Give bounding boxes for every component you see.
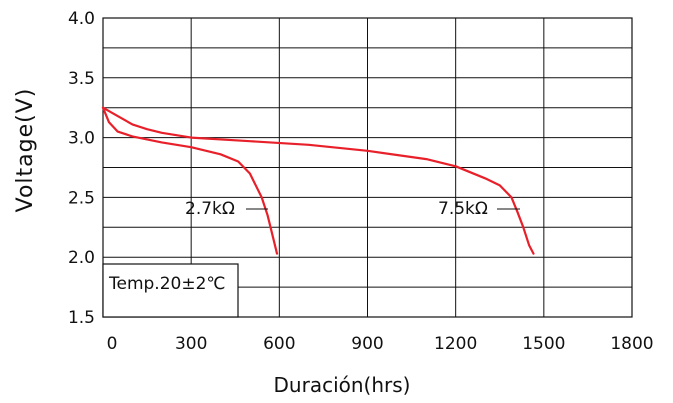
- series-lines: [101, 106, 535, 255]
- grid: [102, 17, 633, 318]
- series-line-2: [101, 106, 535, 255]
- y-axis-title: Voltage(V): [13, 88, 38, 213]
- tick-labels: 1.5 2.0 2.5 3.0 3.5 4.0 0 300 600 900 1200 1500 1800: [68, 9, 654, 354]
- y-tick-label: 4.0: [68, 9, 95, 29]
- y-tick-label: 2.0: [68, 248, 95, 268]
- x-tick-label: 600: [263, 334, 295, 354]
- y-tick-label: 2.5: [68, 188, 95, 208]
- y-tick-label: 3.0: [68, 129, 95, 149]
- x-tick-label: 0: [107, 334, 118, 354]
- temp-label: Temp.20±2℃: [108, 274, 226, 294]
- x-axis-title: Duración(hrs): [274, 373, 411, 397]
- annotations: 2.7kΩ 7.5kΩ Temp.20±2℃: [102, 199, 520, 318]
- y-tick-label: 1.5: [68, 308, 95, 328]
- series-label-2: 7.5kΩ: [438, 199, 488, 219]
- temp-box: [102, 263, 239, 318]
- x-tick-label: 1500: [522, 334, 565, 354]
- x-tick-label: 300: [175, 334, 207, 354]
- series-line-1: [101, 106, 279, 255]
- x-tick-label: 900: [351, 334, 383, 354]
- y-tick-label: 3.5: [68, 69, 95, 89]
- plot-frame: [102, 17, 633, 318]
- x-tick-label: 1800: [610, 334, 653, 354]
- x-tick-label: 1200: [434, 334, 477, 354]
- series-label-1: 2.7kΩ: [185, 199, 235, 219]
